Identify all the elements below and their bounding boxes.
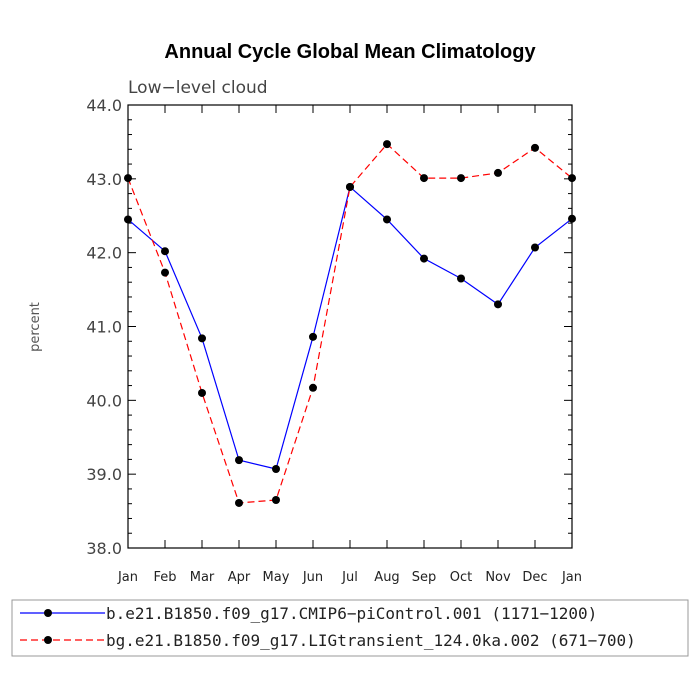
y-tick-label: 38.0 — [86, 539, 122, 558]
y-tick-label: 44.0 — [86, 96, 122, 115]
y-tick-label: 43.0 — [86, 170, 122, 189]
legend: b.e21.B1850.f09_g17.CMIP6−piControl.001 … — [11, 599, 689, 657]
y-axis-label: percent — [28, 302, 43, 352]
x-tick-label: Aug — [374, 570, 399, 585]
data-point-series-2 — [272, 496, 280, 505]
x-tick-label: Jan — [561, 570, 582, 585]
data-point-series-1 — [272, 464, 280, 473]
x-tick-label: Oct — [450, 570, 472, 585]
legend-box — [11, 599, 689, 657]
data-point-series-1 — [531, 243, 539, 252]
y-tick-label: 40.0 — [86, 391, 122, 410]
x-tick-label: Feb — [153, 570, 176, 585]
plot-frame — [127, 104, 573, 549]
y-tick-label: 41.0 — [86, 318, 122, 337]
legend-marker-1 — [44, 609, 52, 617]
data-point-series-2 — [161, 268, 169, 277]
data-point-series-1 — [494, 300, 502, 309]
legend-entry-2: bg.e21.B1850.f09_g17.LIGtransient_124.0k… — [20, 631, 636, 650]
y-tick-label: 39.0 — [86, 465, 122, 484]
x-tick-label: Jun — [302, 570, 323, 585]
legend-marker-2 — [44, 636, 52, 644]
y-tick-label: 42.0 — [86, 244, 122, 263]
series-2 — [127, 143, 573, 504]
series-1 — [127, 185, 573, 470]
data-point-series-2 — [235, 498, 243, 507]
series-layer — [124, 140, 576, 507]
legend-label-2: bg.e21.B1850.f09_g17.LIGtransient_124.0k… — [106, 631, 636, 650]
x-tick-label: Apr — [228, 570, 251, 585]
x-axis-tick-labels: Jan Feb Mar Apr May Jun Jul Aug Sep Oct Nov Dec Jan — [117, 570, 582, 585]
data-point-series-1 — [198, 334, 206, 343]
series-line-2 — [127, 143, 573, 504]
data-point-series-2 — [198, 388, 206, 397]
x-tick-label: Dec — [522, 570, 547, 585]
data-point-series-1 — [457, 274, 465, 283]
legend-entry-1: b.e21.B1850.f09_g17.CMIP6−piControl.001 … — [20, 604, 597, 623]
data-point-series-2 — [494, 168, 502, 177]
data-point-series-1 — [235, 456, 243, 465]
data-point-series-2 — [531, 143, 539, 152]
y-axis-tick-labels: 38.0 39.0 40.0 41.0 42.0 43.0 44.0 — [86, 96, 122, 558]
series-line-1 — [127, 185, 573, 470]
data-point-series-2 — [457, 174, 465, 183]
x-tick-label: Mar — [190, 570, 215, 585]
legend-label-1: b.e21.B1850.f09_g17.CMIP6−piControl.001 … — [106, 604, 597, 623]
chart-title: Annual Cycle Global Mean Climatology — [164, 41, 536, 63]
axis-ticks — [127, 104, 573, 549]
data-point-series-2 — [309, 383, 317, 392]
chart-subtitle: Low−level cloud — [128, 78, 268, 98]
x-tick-label: Jan — [117, 570, 138, 585]
x-tick-label: Sep — [412, 570, 437, 585]
data-point-series-2 — [383, 140, 391, 149]
data-point-series-1 — [161, 247, 169, 256]
data-point-series-1 — [309, 332, 317, 341]
data-point-series-2 — [346, 182, 354, 191]
x-tick-label: Nov — [485, 570, 511, 585]
data-point-series-1 — [383, 215, 391, 224]
x-tick-label: May — [263, 570, 290, 585]
data-point-series-1 — [420, 254, 428, 263]
data-point-series-2 — [420, 174, 428, 183]
x-tick-label: Jul — [341, 570, 358, 585]
